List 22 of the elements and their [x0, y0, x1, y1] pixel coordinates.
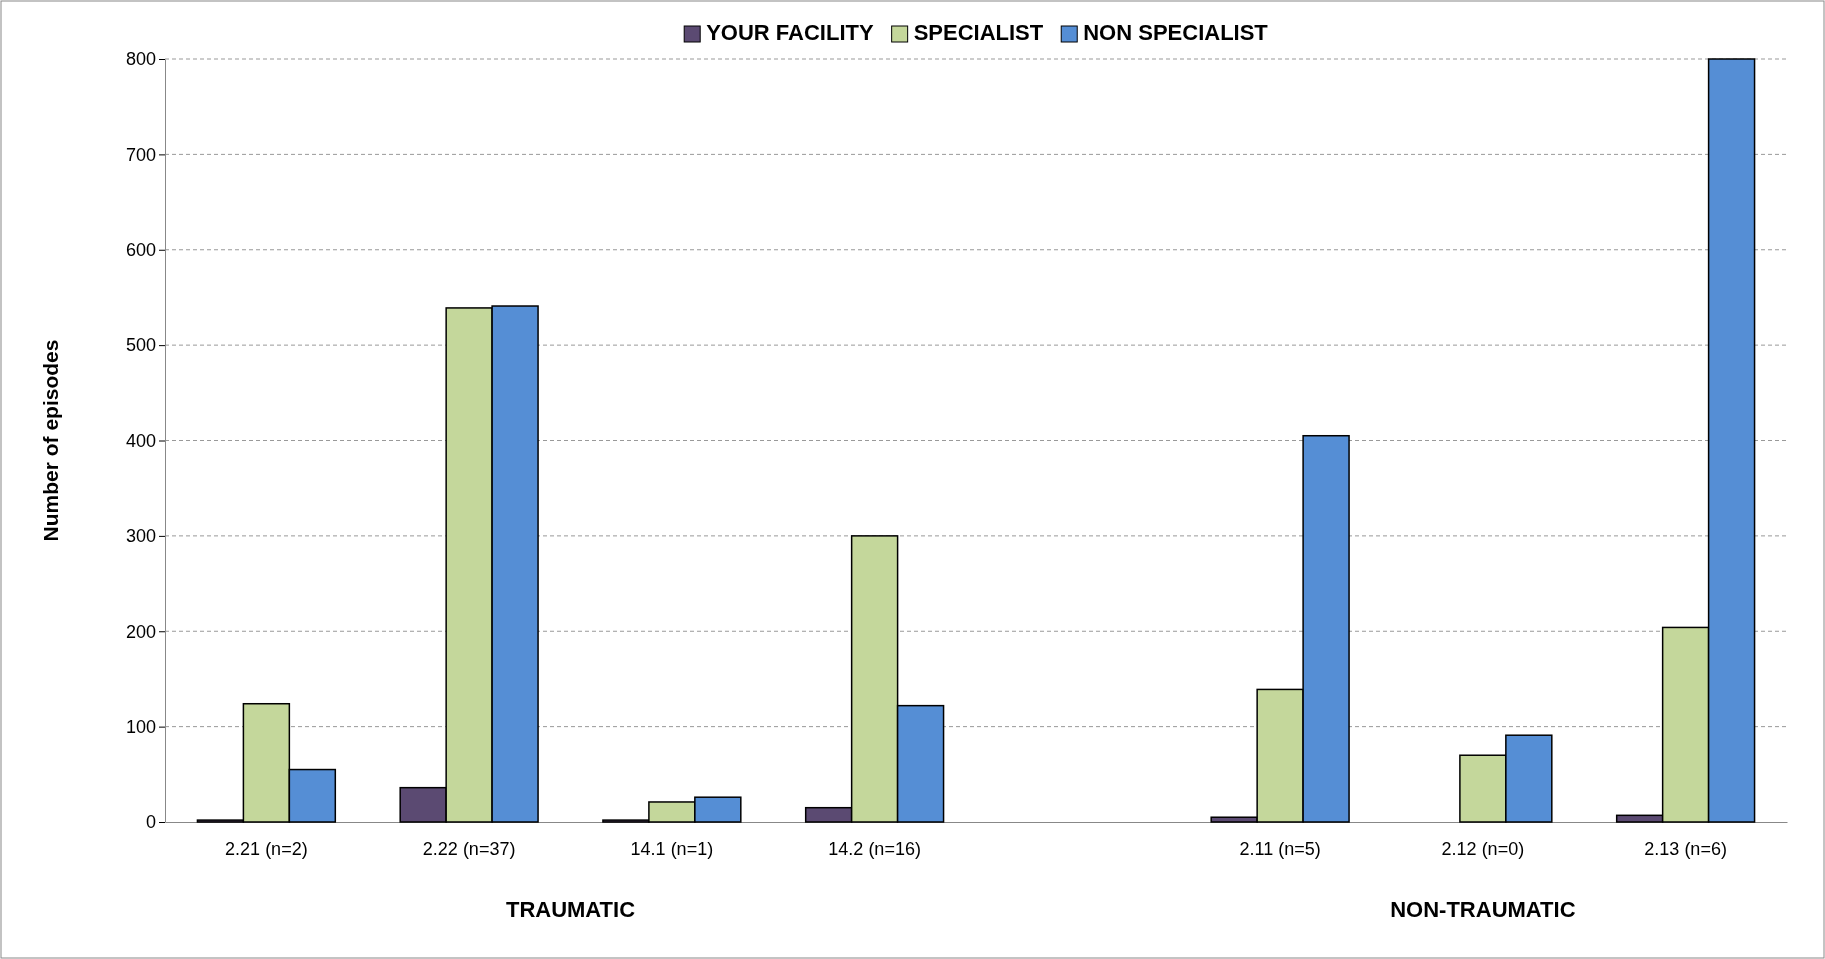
y-tick-label: 500	[125, 335, 156, 356]
legend-label: YOUR FACILITY	[706, 20, 874, 45]
x-tick-label: 2.21 (n=2)	[225, 838, 308, 859]
y-tick-label: 0	[145, 812, 156, 833]
x-tick-label: 2.13 (n=6)	[1644, 838, 1727, 859]
y-tick-label: 800	[125, 49, 156, 70]
x-tick-label: 2.22 (n=37)	[422, 838, 516, 859]
y-axis-title: Number of episodes	[39, 339, 62, 542]
y-tick-label: 200	[125, 621, 156, 642]
y-tick-label: 300	[125, 526, 156, 547]
x-tick-label: 14.1 (n=1)	[630, 838, 714, 859]
x-tick-label: 14.2 (n=16)	[828, 838, 921, 859]
y-tick-label: 400	[125, 430, 156, 451]
x-tick-label: 2.12 (n=0)	[1441, 838, 1525, 859]
y-tick-label: 100	[125, 716, 156, 737]
x-tick-label: 2.11 (n=5)	[1239, 838, 1321, 859]
legend-label: SPECIALIST	[913, 20, 1044, 45]
text: TRAUMATIC	[505, 897, 636, 922]
legend-label: NON SPECIALIST	[1083, 20, 1269, 45]
text: NON-TRAUMATIC	[1390, 897, 1576, 922]
y-tick-label: 600	[125, 240, 156, 261]
y-tick-label: 700	[125, 144, 156, 165]
